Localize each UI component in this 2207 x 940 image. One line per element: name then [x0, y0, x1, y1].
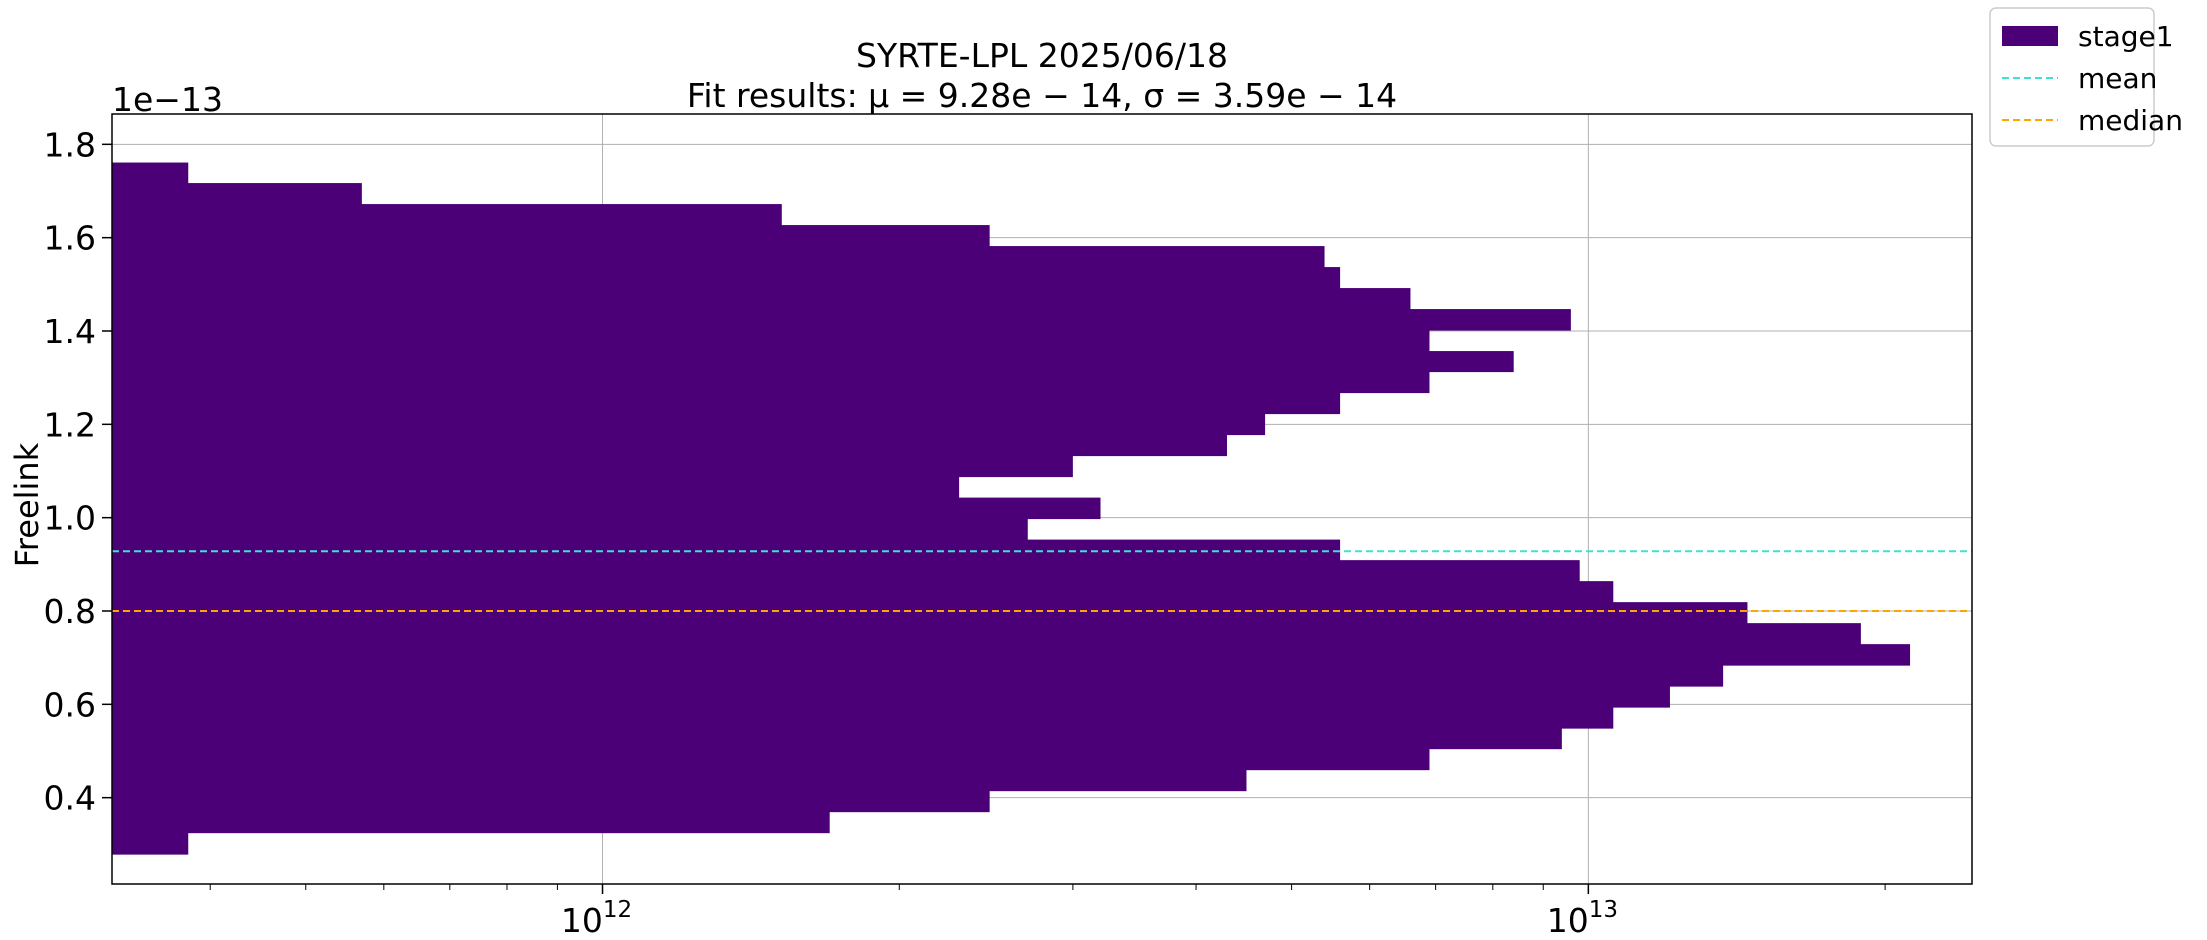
bars-layer: [112, 162, 1911, 855]
histogram-bar: [112, 832, 189, 855]
histogram-bar: [112, 246, 1325, 268]
histogram-bar: [112, 560, 1580, 582]
histogram-bar: [112, 309, 1571, 331]
y-axis-label: Freelink: [8, 442, 46, 567]
histogram-bar: [112, 518, 1028, 541]
histogram-bar: [112, 811, 830, 834]
y-tick-label: 1.6: [44, 219, 96, 258]
histogram-bar: [112, 728, 1562, 750]
histogram-bar: [112, 790, 990, 813]
histogram-bar: [112, 497, 1101, 520]
y-tick-label: 1.2: [44, 405, 96, 444]
legend-label-stage1: stage1: [2078, 20, 2174, 53]
histogram-bar: [112, 644, 1911, 666]
histogram-bar: [112, 769, 1247, 792]
histogram-bar: [112, 434, 1228, 457]
histogram-bar: [112, 288, 1411, 310]
histogram-bar: [112, 581, 1614, 603]
y-tick-label: 0.6: [44, 685, 96, 724]
y-tick-label: 1.0: [44, 499, 96, 538]
histogram-bar: [112, 707, 1614, 729]
histogram-bar: [112, 330, 1430, 352]
histogram-bar: [112, 162, 189, 184]
histogram-bar: [112, 267, 1341, 289]
histogram-bar: [112, 413, 1266, 436]
legend: stage1 mean median: [1989, 7, 2183, 147]
legend-label-median: median: [2078, 104, 2183, 137]
y-tick-label: 1.8: [44, 125, 96, 164]
y-offset-label: 1e−13: [112, 80, 223, 119]
histogram-bar: [112, 476, 960, 499]
reference-lines-layer: [112, 550, 1972, 612]
chart-title: SYRTE-LPL 2025/06/18: [856, 36, 1228, 75]
histogram-bar: [112, 392, 1341, 415]
histogram-bar: [112, 225, 990, 247]
chart-subtitle: Fit results: μ = 9.28e − 14, σ = 3.59e −…: [687, 76, 1397, 115]
histogram-bar: [112, 665, 1724, 687]
histogram-bar: [112, 455, 1073, 478]
histogram-bar: [112, 183, 362, 205]
x-tick-label: 1013: [1547, 897, 1618, 940]
y-tick-label: 0.4: [44, 779, 96, 818]
histogram-bar: [112, 371, 1430, 394]
histogram-bar: [112, 204, 782, 226]
histogram-bar: [112, 623, 1861, 645]
histogram-bar: [112, 351, 1514, 373]
y-tick-label: 0.8: [44, 592, 96, 631]
histogram-bar: [112, 748, 1430, 771]
legend-label-mean: mean: [2078, 62, 2157, 95]
legend-swatch-stage1: [2002, 26, 2058, 46]
y-tick-label: 1.4: [44, 312, 96, 351]
ticks-layer: 0.4 0.6 0.8 1.0 1.2 1.4 1.6 1.8 1012 1013: [44, 125, 1886, 940]
histogram-bar: [112, 602, 1748, 624]
histogram-bar: [112, 539, 1341, 561]
histogram-bar: [112, 686, 1670, 708]
plot-frame: [111, 113, 1973, 885]
x-tick-label: 1012: [561, 897, 632, 940]
